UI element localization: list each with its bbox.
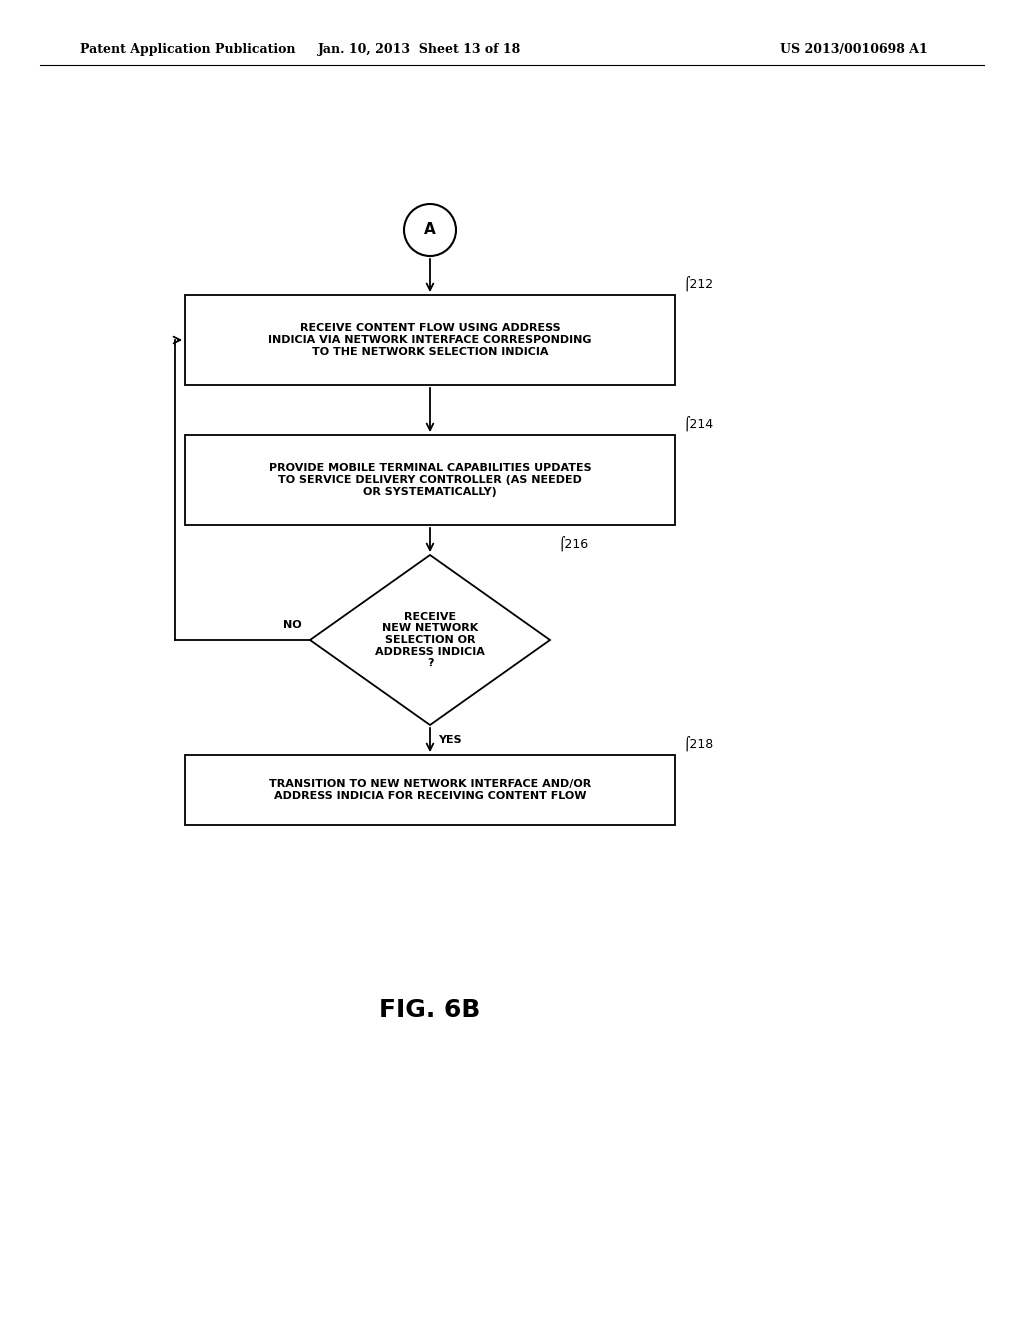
- Text: Jan. 10, 2013  Sheet 13 of 18: Jan. 10, 2013 Sheet 13 of 18: [318, 44, 521, 57]
- Bar: [185, 436, 675, 525]
- Text: ⌠216: ⌠216: [558, 536, 588, 550]
- Text: Patent Application Publication: Patent Application Publication: [80, 44, 296, 57]
- Text: NO: NO: [284, 620, 302, 630]
- Text: FIG. 6B: FIG. 6B: [379, 998, 480, 1022]
- Text: TRANSITION TO NEW NETWORK INTERFACE AND/OR
ADDRESS INDICIA FOR RECEIVING CONTENT: TRANSITION TO NEW NETWORK INTERFACE AND/…: [269, 779, 591, 801]
- Text: ⌠212: ⌠212: [683, 276, 713, 290]
- Text: US 2013/0010698 A1: US 2013/0010698 A1: [780, 44, 928, 57]
- Text: RECEIVE CONTENT FLOW USING ADDRESS
INDICIA VIA NETWORK INTERFACE CORRESPONDING
T: RECEIVE CONTENT FLOW USING ADDRESS INDIC…: [268, 323, 592, 356]
- Bar: [185, 755, 675, 825]
- Bar: [185, 294, 675, 385]
- Text: YES: YES: [438, 735, 462, 744]
- Text: ⌠214: ⌠214: [683, 416, 713, 432]
- Text: ⌠218: ⌠218: [683, 735, 714, 751]
- Text: RECEIVE
NEW NETWORK
SELECTION OR
ADDRESS INDICIA
?: RECEIVE NEW NETWORK SELECTION OR ADDRESS…: [375, 611, 485, 668]
- Text: A: A: [424, 223, 436, 238]
- Polygon shape: [310, 554, 550, 725]
- Text: PROVIDE MOBILE TERMINAL CAPABILITIES UPDATES
TO SERVICE DELIVERY CONTROLLER (AS : PROVIDE MOBILE TERMINAL CAPABILITIES UPD…: [268, 463, 591, 496]
